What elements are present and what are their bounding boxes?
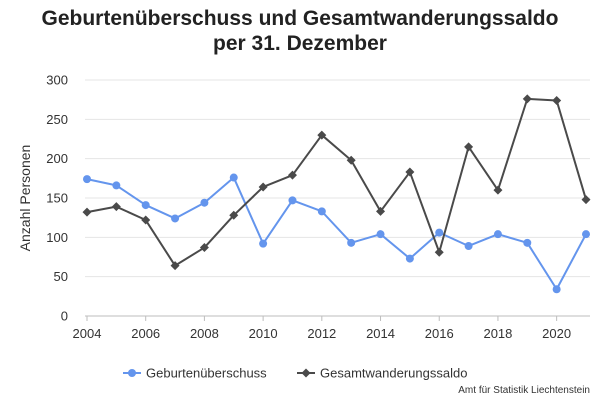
series-2-point-2016 [434,247,444,257]
x-tick-label-2016: 2016 [425,326,454,341]
y-tick-label-300: 300 [46,73,68,88]
series-2-point-2010 [258,182,268,192]
chart-title: Geburtenüberschuss und Gesamtwanderungss… [0,6,600,56]
series-line-1 [86,176,587,291]
series-2-point-2019 [522,94,532,104]
x-tick-label-2018: 2018 [483,326,512,341]
x-tick-label-2020: 2020 [542,326,571,341]
series-1-point-2018 [493,230,502,239]
series-2-point-2012 [317,130,327,140]
series-1-point-2013 [347,238,356,247]
series-2-point-2008 [199,243,209,253]
y-axis-label: Anzahl Personen [17,145,33,252]
x-tick-label-2006: 2006 [131,326,160,341]
x-tick-label-2012: 2012 [307,326,336,341]
x-tick-label-2008: 2008 [190,326,219,341]
legend-marker-1 [128,369,136,377]
series-1-point-2016 [435,228,444,237]
y-tick-label-250: 250 [46,112,68,127]
y-tick-label-200: 200 [46,151,68,166]
x-tick-label-2014: 2014 [366,326,395,341]
chart-title-line1: Geburtenüberschuss und Gesamtwanderungss… [41,7,559,30]
series-2-point-2014 [376,206,386,216]
series-1-point-2012 [317,207,326,216]
series-line-2 [86,97,587,267]
series-1-point-2006 [141,201,150,210]
series-1-point-2004 [83,175,91,184]
series-2-point-2013 [346,155,356,165]
y-tick-label-50: 50 [54,269,68,284]
series-1-point-2015 [405,254,414,263]
series-1-point-2008 [200,198,209,207]
series-2-point-2004 [82,207,92,217]
y-tick-label-0: 0 [61,309,68,324]
series-1-point-2005 [112,181,121,190]
series-1-point-2017 [464,241,473,250]
series-2-point-2006 [141,215,151,225]
source-note: Amt für Statistik Liechtenstein [458,385,590,396]
series-2-point-2018 [493,185,503,195]
chart-title-line2: per 31. Dezember [213,32,387,55]
series-2-point-2020 [552,95,562,105]
series-2-point-2017 [464,142,474,152]
y-tick-label-100: 100 [46,230,68,245]
series-2-point-2007 [170,261,180,271]
series-1-point-2014 [376,230,385,239]
legend-label-2: Gesamtwanderungssaldo [320,366,467,381]
y-tick-label-150: 150 [46,191,68,206]
series-2-point-2011 [287,170,297,180]
series-2-point-2021 [581,195,591,205]
x-tick-label-2004: 2004 [73,326,102,341]
series-1-point-2020 [552,285,561,294]
legend-marker-2 [301,368,311,378]
series-2-point-2009 [229,210,239,220]
series-1-point-2007 [171,214,180,223]
series-2-point-2015 [405,167,415,177]
series-1-point-2019 [523,238,532,247]
series-1-point-2011 [288,196,297,205]
x-tick-label-2010: 2010 [249,326,278,341]
series-1-point-2021 [582,230,590,239]
legend-label-1: Geburtenüberschuss [146,366,267,381]
series-1-point-2009 [229,173,238,182]
series-1-point-2010 [259,239,268,248]
series-2-point-2005 [111,202,121,212]
